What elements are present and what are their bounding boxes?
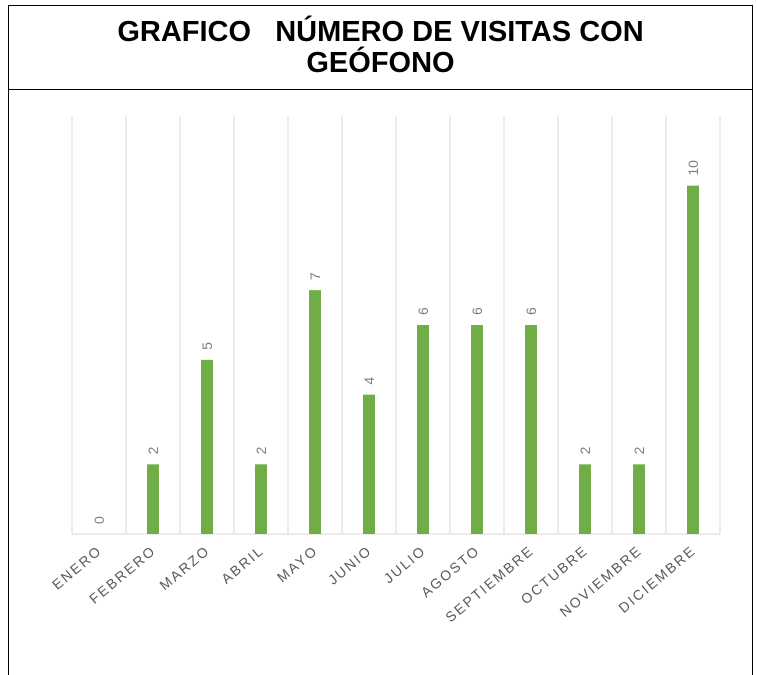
bar	[579, 464, 591, 534]
bar	[201, 359, 213, 534]
bar	[309, 290, 321, 534]
data-label: 5	[199, 342, 215, 350]
x-tick-label: JUNIO	[325, 542, 375, 588]
data-label: 0	[91, 516, 107, 524]
data-label: 7	[307, 272, 323, 280]
bar	[417, 325, 429, 534]
data-label: 6	[415, 307, 431, 315]
chart-title: GRAFICO NÚMERO DE VISITAS CON GEÓFONO	[117, 15, 652, 79]
data-label: 2	[631, 446, 647, 454]
data-label: 10	[685, 160, 701, 176]
bar	[633, 464, 645, 534]
data-label: 6	[469, 307, 485, 315]
data-label: 2	[145, 446, 161, 454]
data-label: 6	[523, 307, 539, 315]
frame: GRAFICO NÚMERO DE VISITAS CON GEÓFONO	[8, 5, 753, 675]
data-label: 2	[253, 446, 269, 454]
bar	[525, 325, 537, 534]
bar	[687, 185, 699, 534]
x-tick-label: MARZO	[156, 542, 213, 593]
x-tick-label: JULIO	[381, 542, 429, 586]
x-tick-label: MAYO	[274, 542, 321, 585]
x-tick-label: ABRIL	[218, 542, 267, 587]
bar	[363, 394, 375, 534]
title-cell: GRAFICO NÚMERO DE VISITAS CON GEÓFONO	[9, 6, 752, 90]
bar	[255, 464, 267, 534]
bar	[147, 464, 159, 534]
data-label: 4	[361, 377, 377, 385]
data-label: 2	[577, 446, 593, 454]
bar	[471, 325, 483, 534]
